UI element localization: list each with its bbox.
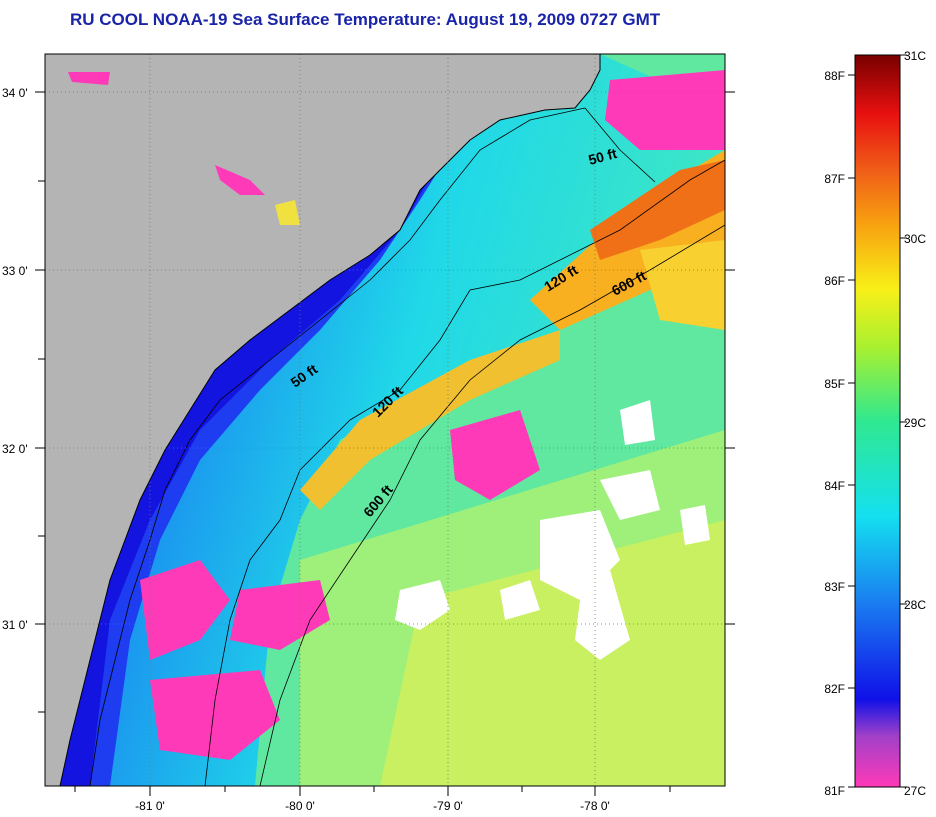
- colorbar-label-83f: 83F: [824, 580, 845, 594]
- lat-label-34: 34 0': [2, 86, 28, 100]
- lat-label-31: 31 0': [2, 618, 28, 632]
- colorbar-label-86f: 86F: [824, 274, 845, 288]
- lat-label-33: 33 0': [2, 264, 28, 278]
- colorbar-label-88f: 88F: [824, 69, 845, 83]
- contour-label-50ft-north: 50 ft: [587, 145, 619, 168]
- colorbar-label-87f: 87F: [824, 172, 845, 186]
- colorbar-label-85f: 85F: [824, 377, 845, 391]
- lon-label-80: -80 0': [285, 799, 315, 813]
- colorbar: 88F 87F 86F 85F 84F 83F 82F 81F 31C 30C …: [824, 49, 926, 798]
- lon-label-79: -79 0': [433, 799, 463, 813]
- lat-label-32: 32 0': [2, 442, 28, 456]
- colorbar-label-30c: 30C: [904, 232, 926, 246]
- map-title: RU COOL NOAA-19 Sea Surface Temperature:…: [70, 10, 661, 29]
- colorbar-label-29c: 29C: [904, 416, 926, 430]
- colorbar-label-81f: 81F: [824, 784, 845, 798]
- colorbar-label-28c: 28C: [904, 598, 926, 612]
- colorbar-label-27c: 27C: [904, 784, 926, 798]
- lon-label-78: -78 0': [580, 799, 610, 813]
- colorbar-label-84f: 84F: [824, 479, 845, 493]
- colorbar-label-82f: 82F: [824, 682, 845, 696]
- colorbar-label-31c: 31C: [904, 49, 926, 63]
- map-image: [45, 54, 725, 786]
- lon-label-81: -81 0': [135, 799, 165, 813]
